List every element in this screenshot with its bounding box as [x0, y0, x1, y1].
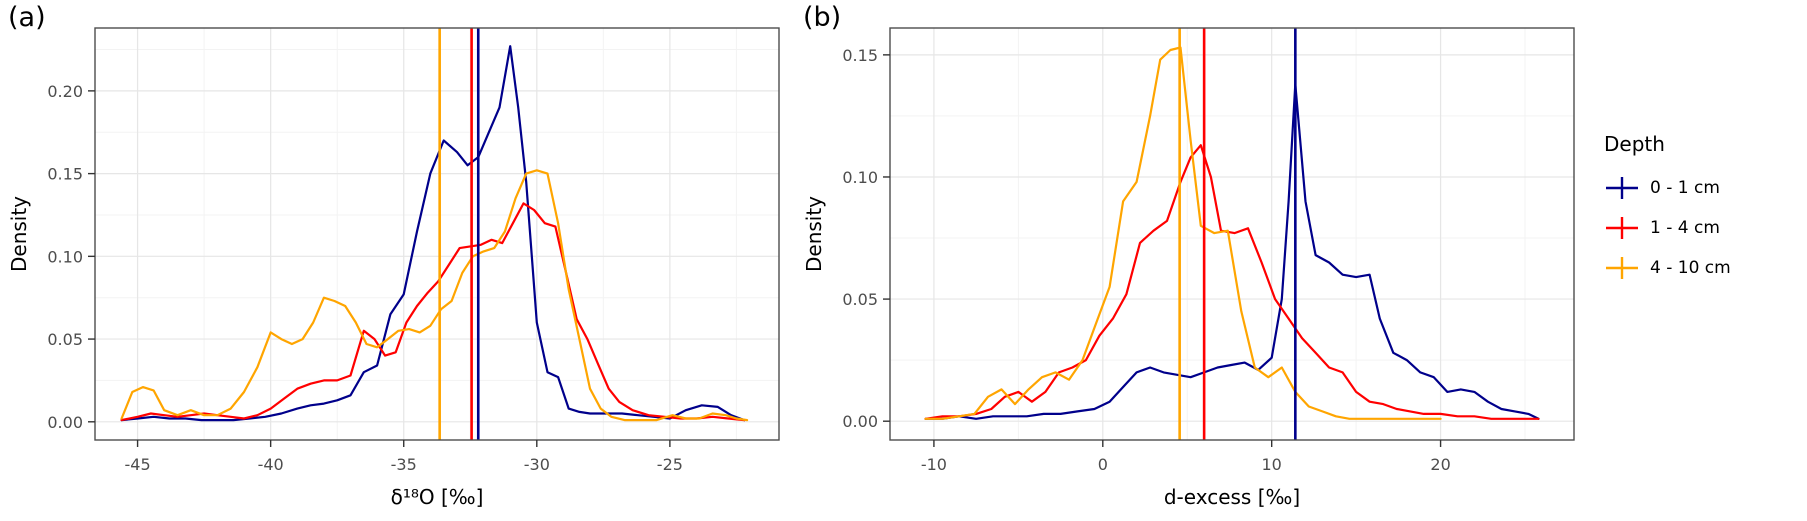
svg-text:-10: -10 — [921, 455, 947, 474]
svg-text:0.15: 0.15 — [47, 165, 83, 184]
svg-text:-45: -45 — [125, 455, 151, 474]
legend-item-label: 0 - 1 cm — [1650, 178, 1720, 198]
panel-label-b: (b) — [803, 2, 842, 33]
legend-item-label: 4 - 10 cm — [1650, 258, 1731, 278]
svg-text:0.05: 0.05 — [47, 330, 83, 349]
legend-title: Depth — [1604, 132, 1665, 156]
svg-text:0.20: 0.20 — [47, 82, 83, 101]
svg-text:0.00: 0.00 — [842, 412, 878, 431]
svg-text:0: 0 — [1098, 455, 1108, 474]
legend-key-icon — [1606, 217, 1638, 239]
svg-text:-40: -40 — [258, 455, 284, 474]
legend-item-label: 1 - 4 cm — [1650, 218, 1720, 238]
svg-text:0.00: 0.00 — [47, 413, 83, 432]
svg-text:Density: Density — [802, 196, 826, 272]
svg-text:0.15: 0.15 — [842, 46, 878, 65]
legend-item: 4 - 10 cm — [1604, 254, 1807, 282]
chart-panel-a: (a) -45 -40 -35 -30 -25 0.00 0.05 0.10 0.15 0.20 δ… — [0, 0, 795, 521]
svg-text:0.10: 0.10 — [47, 247, 83, 266]
svg-text:Density: Density — [7, 196, 31, 272]
legend-key-icon — [1606, 257, 1638, 279]
panel-label-a: (a) — [8, 2, 46, 33]
svg-text:δ¹⁸O [‰]: δ¹⁸O [‰] — [391, 485, 484, 509]
svg-text:-25: -25 — [657, 455, 683, 474]
chart-panel-b: (b) -10 0 10 20 0.00 0.05 0.10 0.15 d-excess [‰]… — [795, 0, 1590, 521]
svg-text:0.10: 0.10 — [842, 168, 878, 187]
legend-item: 0 - 1 cm — [1604, 174, 1807, 202]
svg-text:d-excess [‰]: d-excess [‰] — [1164, 485, 1300, 509]
svg-text:20: 20 — [1430, 455, 1450, 474]
svg-text:-35: -35 — [391, 455, 417, 474]
svg-text:10: 10 — [1262, 455, 1282, 474]
legend-key-icon — [1606, 177, 1638, 199]
density-plot-a: -45 -40 -35 -30 -25 0.00 0.05 0.10 0.15 0.20 δ¹⁸O … — [7, 27, 780, 509]
legend-items: 0 - 1 cm 1 - 4 cm 4 - 10 cm — [1604, 174, 1807, 282]
legend: Depth 0 - 1 cm 1 - 4 cm 4 - 10 cm — [1590, 0, 1807, 294]
density-plot-b: -10 0 10 20 0.00 0.05 0.10 0.15 d-excess [‰] Dens… — [802, 27, 1575, 509]
svg-text:-30: -30 — [524, 455, 550, 474]
legend-item: 1 - 4 cm — [1604, 214, 1807, 242]
svg-text:0.05: 0.05 — [842, 290, 878, 309]
